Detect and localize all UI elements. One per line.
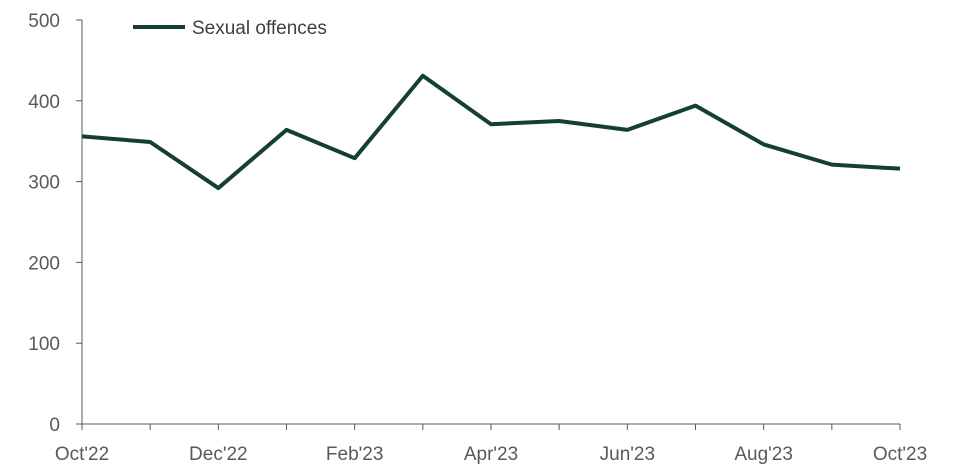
y-tick-label: 300: [28, 173, 60, 194]
x-tick-label: Oct'23: [873, 444, 927, 465]
x-tick-label: Jun'23: [600, 444, 655, 465]
x-tick-label: Apr'23: [464, 444, 518, 465]
x-tick-label: Oct'22: [55, 444, 109, 465]
legend-label-sexual-offences: Sexual offences: [192, 18, 327, 39]
y-tick-label: 100: [28, 334, 60, 355]
series-line-sexual-offences: [81, 73, 901, 191]
x-tick-label: Aug'23: [734, 444, 793, 465]
x-tick-label: Dec'22: [189, 444, 248, 465]
y-axis: 0 100 200 300 400 500: [28, 11, 83, 436]
x-tick-label: Feb'23: [326, 444, 384, 465]
y-tick-label: 200: [28, 253, 60, 274]
y-tick-label: 400: [28, 92, 60, 113]
x-axis: Oct'22 Dec'22 Feb'23 Apr'23 Jun'23 Aug'23 Oct'…: [55, 423, 927, 465]
y-tick-label: 0: [49, 415, 60, 436]
legend: Sexual offences: [133, 18, 327, 39]
series-layer: [81, 73, 901, 191]
y-tick-label: 500: [28, 11, 60, 32]
